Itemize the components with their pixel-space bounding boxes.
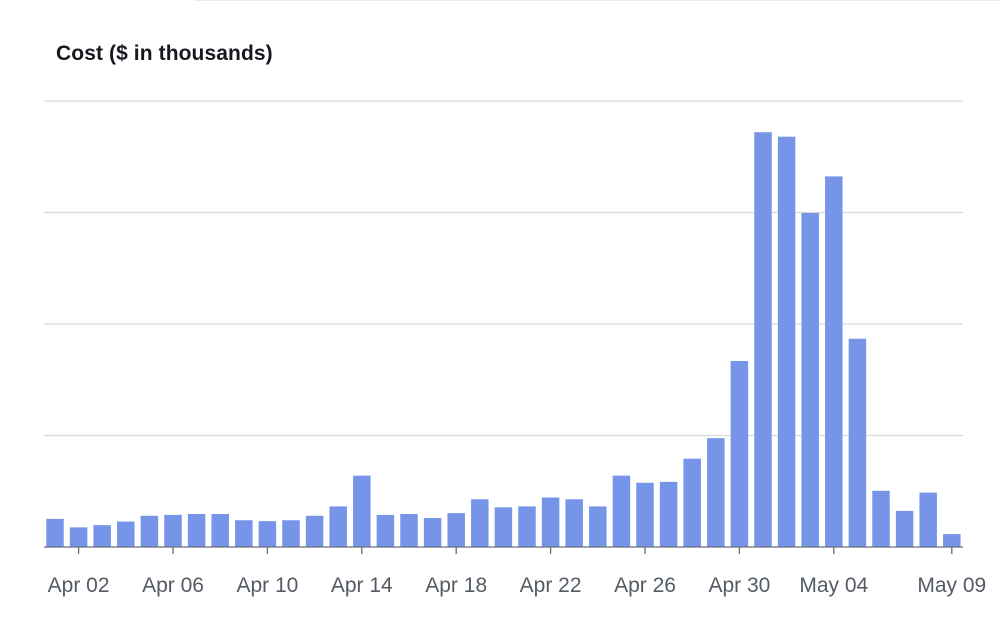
bar-may-02[interactable] (777, 136, 796, 547)
bar-may-06[interactable] (872, 490, 890, 547)
bar-apr-07[interactable] (187, 513, 206, 547)
bar-apr-09[interactable] (235, 520, 253, 547)
chart-title: Cost ($ in thousands) (56, 42, 273, 65)
bar-apr-16[interactable] (400, 513, 418, 547)
bar-apr-20[interactable] (494, 507, 513, 547)
x-tick-label: Apr 02 (48, 574, 110, 597)
bar-apr-17[interactable] (423, 518, 442, 547)
bar-apr-23[interactable] (565, 499, 583, 547)
bar-apr-15[interactable] (376, 514, 395, 547)
bar-may-09[interactable] (943, 534, 961, 547)
bar-apr-01[interactable] (46, 518, 64, 547)
bar-apr-22[interactable] (541, 497, 560, 547)
bar-apr-28[interactable] (683, 458, 701, 547)
bar-apr-30[interactable] (730, 361, 749, 547)
x-tick-label: Apr 18 (425, 574, 487, 597)
bar-may-05[interactable] (848, 338, 867, 547)
bar-apr-13[interactable] (329, 506, 347, 547)
x-axis: Apr 02 Apr 06 Apr 10 Apr 14 Apr 18 Apr 22 Apr … (44, 546, 986, 597)
bar-apr-27[interactable] (659, 481, 678, 547)
bar-apr-03[interactable] (93, 525, 111, 547)
bar-apr-25[interactable] (612, 475, 631, 547)
bar-apr-10[interactable] (258, 521, 277, 547)
bar-apr-11[interactable] (282, 520, 300, 547)
x-tick-label: Apr 06 (142, 574, 204, 597)
bar-apr-24[interactable] (589, 506, 607, 547)
bar-apr-29[interactable] (707, 438, 725, 547)
bar-apr-04[interactable] (117, 521, 135, 547)
bar-may-04[interactable] (825, 176, 843, 547)
bar-apr-26[interactable] (636, 482, 654, 547)
bar-apr-21[interactable] (518, 506, 536, 547)
x-tick-label: Apr 26 (614, 574, 676, 597)
bar-apr-02[interactable] (69, 527, 88, 547)
bar-may-03[interactable] (801, 212, 819, 548)
bar-apr-08[interactable] (211, 513, 229, 547)
bar-apr-18[interactable] (447, 513, 465, 547)
x-tick-label: May 09 (917, 574, 986, 597)
bar-apr-14[interactable] (353, 475, 371, 547)
bar-may-01[interactable] (754, 132, 772, 547)
bar-apr-19[interactable] (471, 499, 489, 547)
bars (46, 132, 961, 548)
top-divider (195, 0, 1000, 1)
x-tick-label: May 04 (799, 574, 868, 597)
x-tick-label: Apr 10 (236, 574, 298, 597)
bar-apr-06[interactable] (164, 514, 182, 547)
bar-may-07[interactable] (895, 510, 914, 547)
x-tick-label: Apr 14 (331, 574, 393, 597)
x-tick-label: Apr 22 (520, 574, 582, 597)
bar-apr-12[interactable] (305, 515, 324, 547)
bar-apr-05[interactable] (140, 515, 159, 547)
bar-may-08[interactable] (919, 492, 937, 547)
x-tick-label: Apr 30 (708, 574, 770, 597)
